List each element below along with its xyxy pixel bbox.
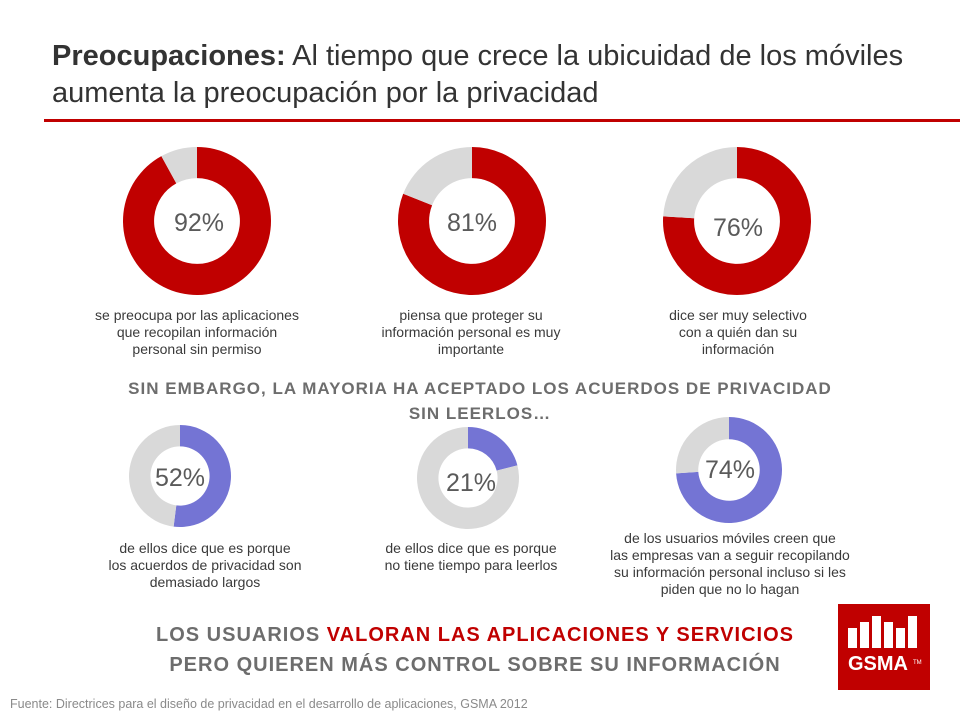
- donut-2-value-slice: [398, 147, 546, 295]
- donut-chart-3: [663, 147, 811, 295]
- donut-chart-5: [417, 427, 519, 529]
- donut-chart-6: [676, 417, 782, 523]
- section-heading-line1: SIN EMBARGO, LA MAYORIA HA ACEPTADO LOS …: [128, 379, 832, 398]
- donut-4-value-slice: [173, 425, 231, 527]
- caption-line: personal sin permiso: [132, 341, 262, 357]
- donut-chart-4: [128, 425, 231, 527]
- gsma-logo: GSMA TM: [838, 604, 930, 690]
- section-heading: SIN EMBARGO, LA MAYORIA HA ACEPTADO LOS …: [70, 376, 890, 426]
- caption-line: dice ser muy selectivo: [669, 307, 807, 323]
- caption-line: con a quién dan su: [678, 324, 798, 340]
- caption-line: piden que no lo hagan: [660, 581, 800, 597]
- caption-line: de los usuarios móviles creen que: [624, 530, 836, 546]
- gsma-logo-graphic: GSMA TM: [848, 616, 922, 675]
- donut-6-value-slice: [676, 417, 782, 523]
- caption-line: importante: [437, 341, 505, 357]
- caption-line: de ellos dice que es porque: [385, 540, 557, 556]
- caption-line: información personal es muy: [381, 324, 561, 340]
- donut-6-percent: 74%: [704, 456, 756, 484]
- donut-4-percent: 52%: [154, 464, 206, 492]
- donut-5-percent: 21%: [445, 469, 497, 497]
- caption-line: las empresas van a seguir recopilando: [610, 547, 850, 563]
- donut-3-remainder-slice: [663, 147, 737, 219]
- caption-line: información: [701, 341, 775, 357]
- source-note: Fuente: Directrices para el diseño de pr…: [10, 697, 528, 711]
- donut-1-caption: se preocupa por las aplicaciones que rec…: [62, 307, 332, 358]
- donut-6-caption: de los usuarios móviles creen que las em…: [590, 530, 870, 598]
- caption-line: su información personal incluso si les: [614, 564, 846, 580]
- logo-bar: [872, 616, 881, 648]
- logo-trademark: TM: [913, 660, 922, 666]
- donut-3-value-slice: [663, 147, 811, 295]
- key-message-line2: PERO QUIEREN MÁS CONTROL SOBRE SU INFORM…: [169, 654, 781, 676]
- donut-3-percent: 76%: [712, 214, 764, 242]
- logo-bar: [896, 628, 905, 648]
- caption-line: se preocupa por las aplicaciones: [95, 307, 299, 323]
- key-message-line1: LOS USUARIOS VALORAN LAS APLICACIONES Y …: [90, 620, 860, 650]
- title-underline: [44, 119, 960, 122]
- page-title: Preocupaciones: Al tiempo que crece la u…: [52, 38, 912, 112]
- logo-bar: [908, 616, 917, 648]
- donut-1-percent: 92%: [173, 209, 225, 237]
- donut-5-value-slice: [468, 427, 518, 471]
- key-message-intro: LOS USUARIOS: [156, 624, 327, 646]
- donut-chart-2: [398, 147, 546, 295]
- logo-bar: [860, 622, 869, 648]
- section-heading-line2: SIN LEERLOS…: [408, 404, 552, 423]
- caption-line: demasiado largos: [149, 574, 261, 590]
- donut-2-caption: piensa que proteger su información perso…: [336, 307, 606, 358]
- donut-chart-1: [122, 147, 271, 295]
- caption-line: no tiene tiempo para leerlos: [384, 557, 558, 573]
- donut-2-percent: 81%: [446, 209, 498, 237]
- donut-3-caption: dice ser muy selectivo con a quién dan s…: [603, 307, 873, 358]
- key-message-accent: VALORAN LAS APLICACIONES Y SERVICIOS: [326, 624, 794, 646]
- donut-5-remainder-slice: [417, 427, 519, 529]
- donut-6-remainder-slice: [676, 417, 729, 474]
- donut-1-remainder-slice: [161, 147, 197, 184]
- key-message: LOS USUARIOS VALORAN LAS APLICACIONES Y …: [90, 620, 860, 680]
- donut-5-caption: de ellos dice que es porque no tiene tie…: [336, 540, 606, 574]
- donut-2-remainder-slice: [403, 147, 472, 206]
- logo-text: GSMA: [848, 653, 908, 675]
- caption-line: los acuerdos de privacidad son: [108, 557, 302, 573]
- title-bold: Preocupaciones:: [52, 40, 286, 72]
- logo-bar: [884, 622, 893, 648]
- donut-1-value-slice: [122, 147, 271, 295]
- caption-line: piensa que proteger su: [399, 307, 543, 323]
- caption-line: de ellos dice que es porque: [119, 540, 291, 556]
- donut-4-caption: de ellos dice que es porque los acuerdos…: [60, 540, 350, 591]
- logo-bar: [848, 628, 857, 648]
- caption-line: que recopilan información: [116, 324, 278, 340]
- title-rest: Al tiempo que crece la ubicuidad de los …: [52, 40, 904, 109]
- donut-4-remainder-slice: [128, 425, 180, 527]
